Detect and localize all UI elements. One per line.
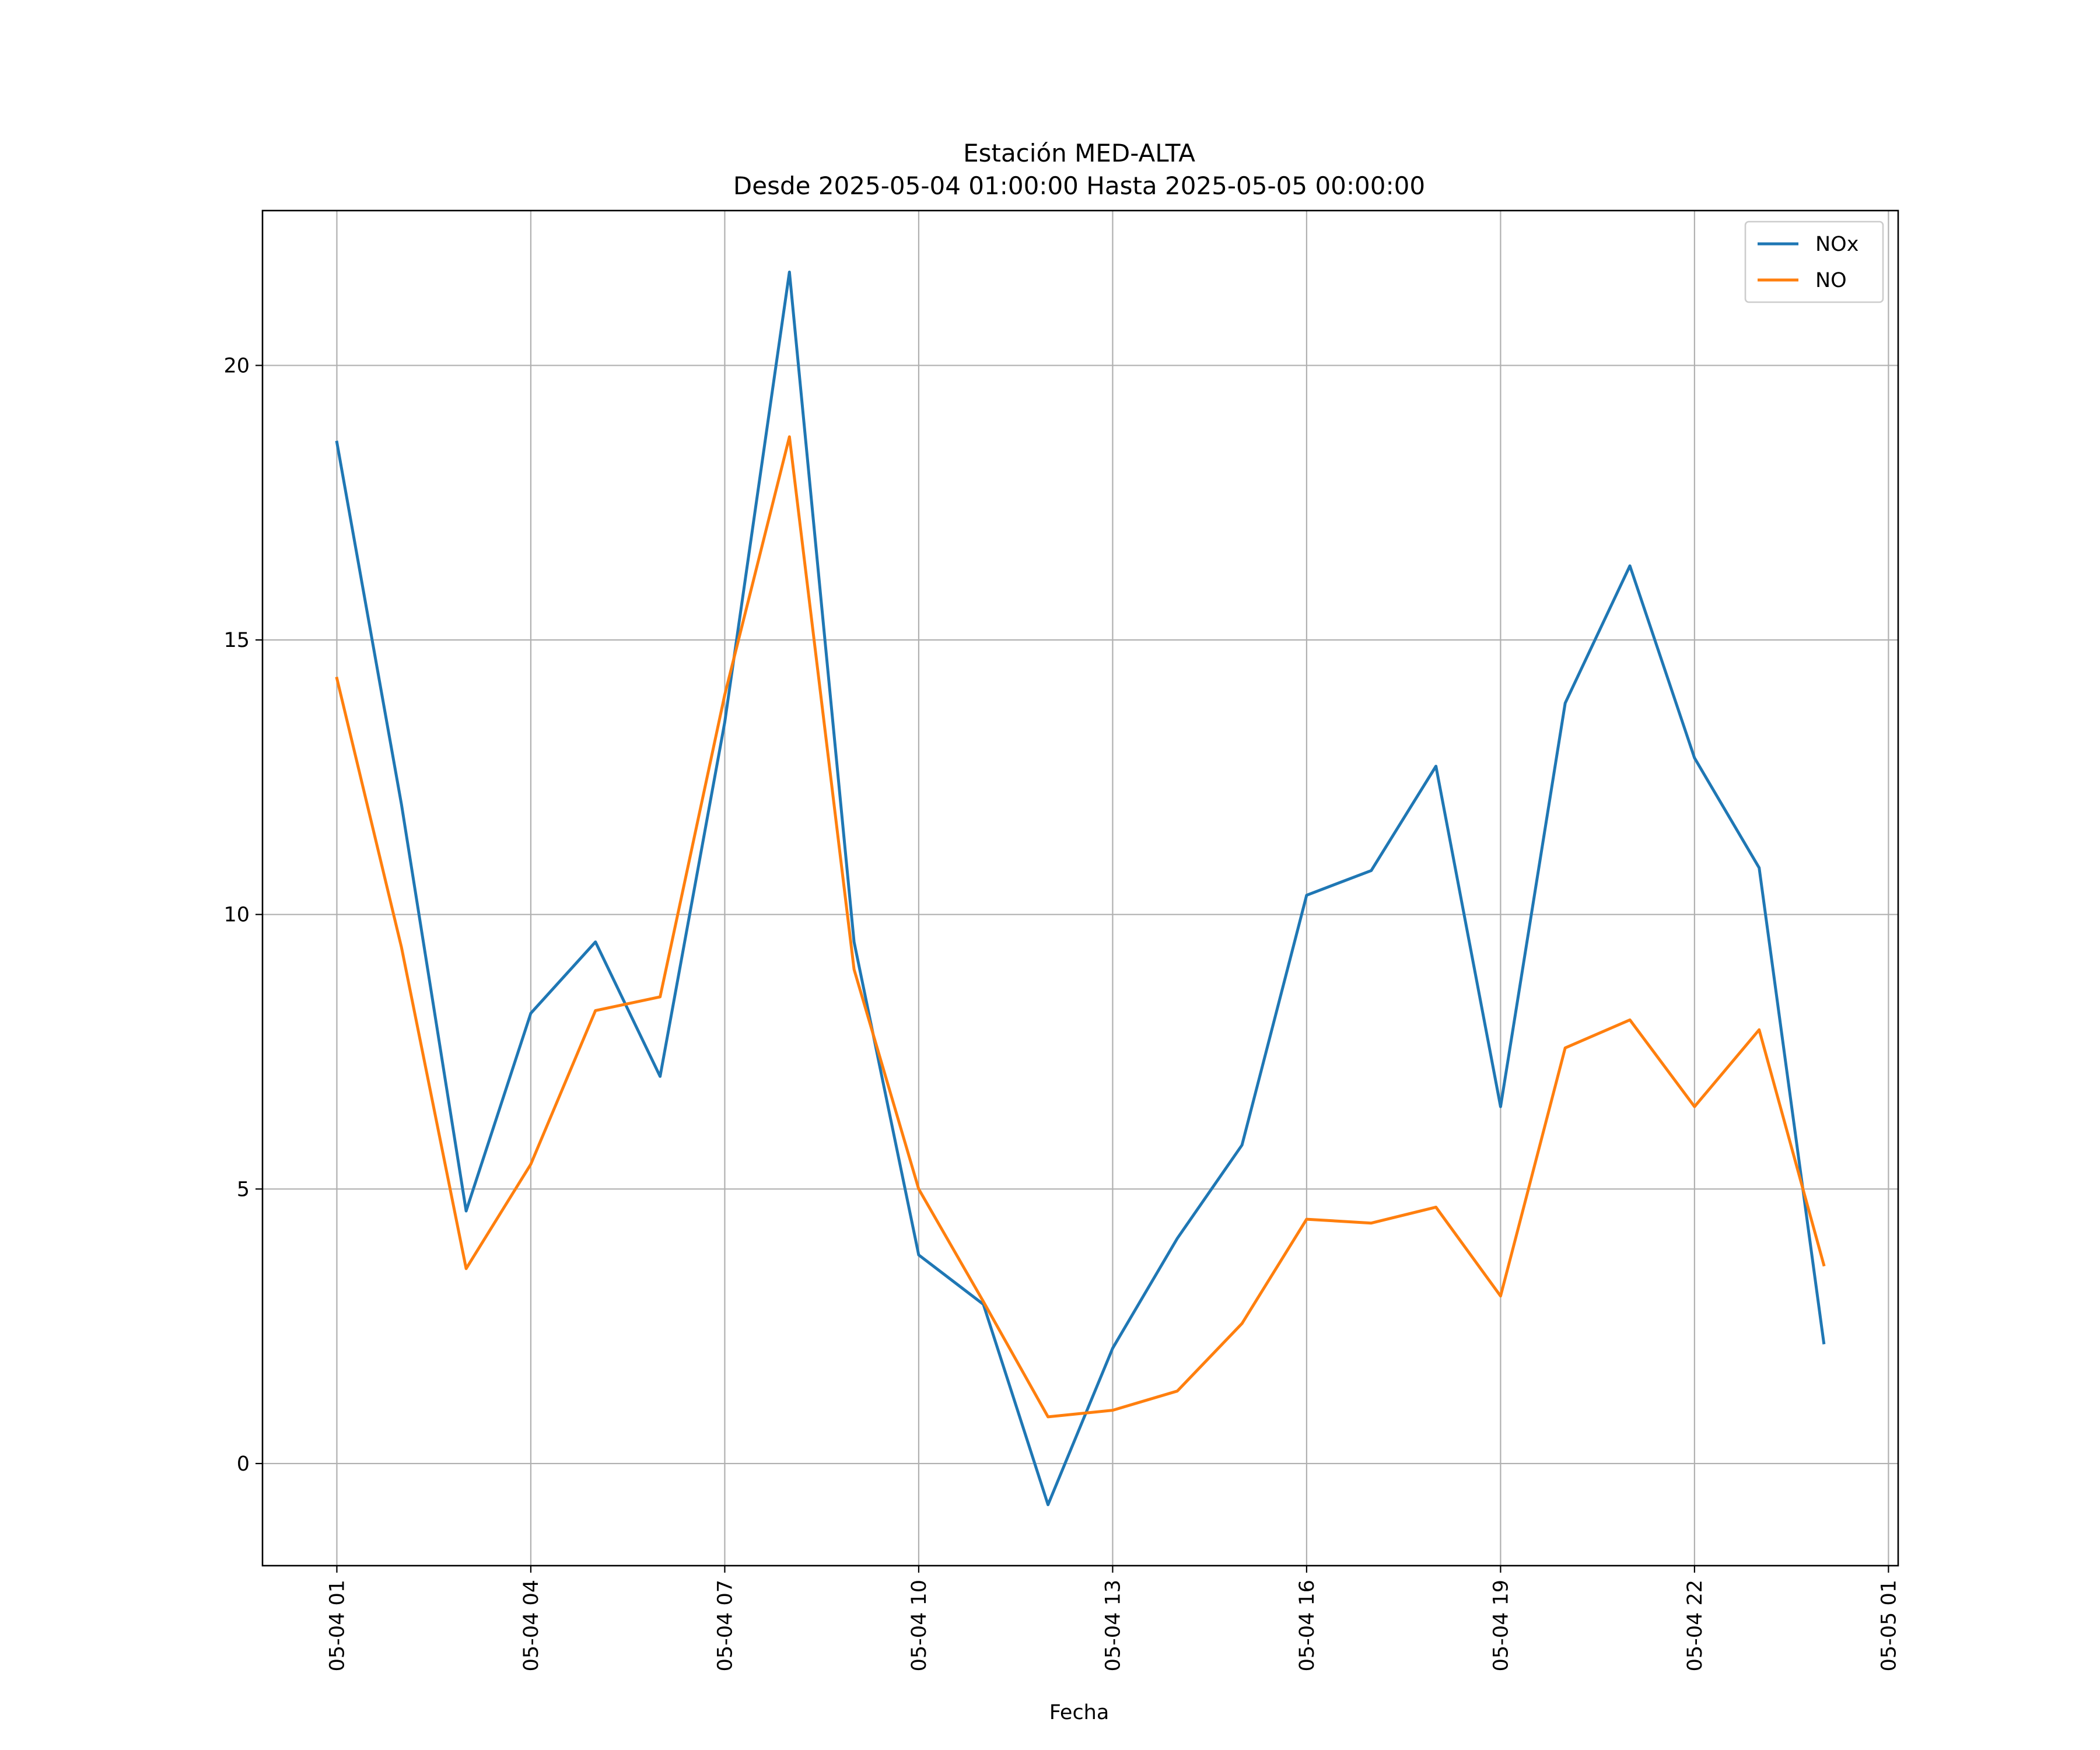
x-tick-label: 05-04 19 [1489,1580,1513,1671]
y-axis-ticks: 0 5 10 15 20 [223,354,262,1476]
y-tick-label: 5 [237,1178,250,1201]
x-tick-label: 05-04 13 [1101,1580,1125,1671]
x-tick-label: 05-04 07 [713,1580,737,1671]
chart-subtitle: Desde 2025-05-04 01:00:00 Hasta 2025-05-… [733,172,1425,200]
series-line-no [335,435,1826,1419]
y-tick-label: 0 [237,1452,250,1476]
legend: NOx NO [1744,220,1884,303]
x-axis-label: Fecha [1049,1701,1110,1724]
x-axis-ticks: 05-04 01 05-04 04 05-04 07 05-04 10 05-04 13… [326,1566,1901,1671]
y-tick-label: 20 [223,354,250,377]
legend-box [1744,220,1884,303]
legend-label-nox: NOx [1815,233,1859,256]
x-tick-label: 05-04 16 [1296,1580,1319,1671]
y-tick-label: 15 [223,629,250,652]
x-tick-label: 05-05 01 [1877,1580,1901,1671]
x-tick-label: 05-04 01 [326,1580,349,1671]
plot-area-frame [261,209,1899,1567]
x-tick-label: 05-04 10 [908,1580,931,1671]
grid [262,211,1898,1566]
series-line-nox [335,270,1826,1506]
y-tick-label: 10 [223,904,250,927]
x-tick-label: 05-04 22 [1684,1580,1707,1671]
series-lines [335,270,1826,1506]
x-tick-label: 05-04 04 [520,1580,543,1671]
chart-title: Estación MED-ALTA [963,139,1195,167]
legend-label-no: NO [1815,269,1847,292]
